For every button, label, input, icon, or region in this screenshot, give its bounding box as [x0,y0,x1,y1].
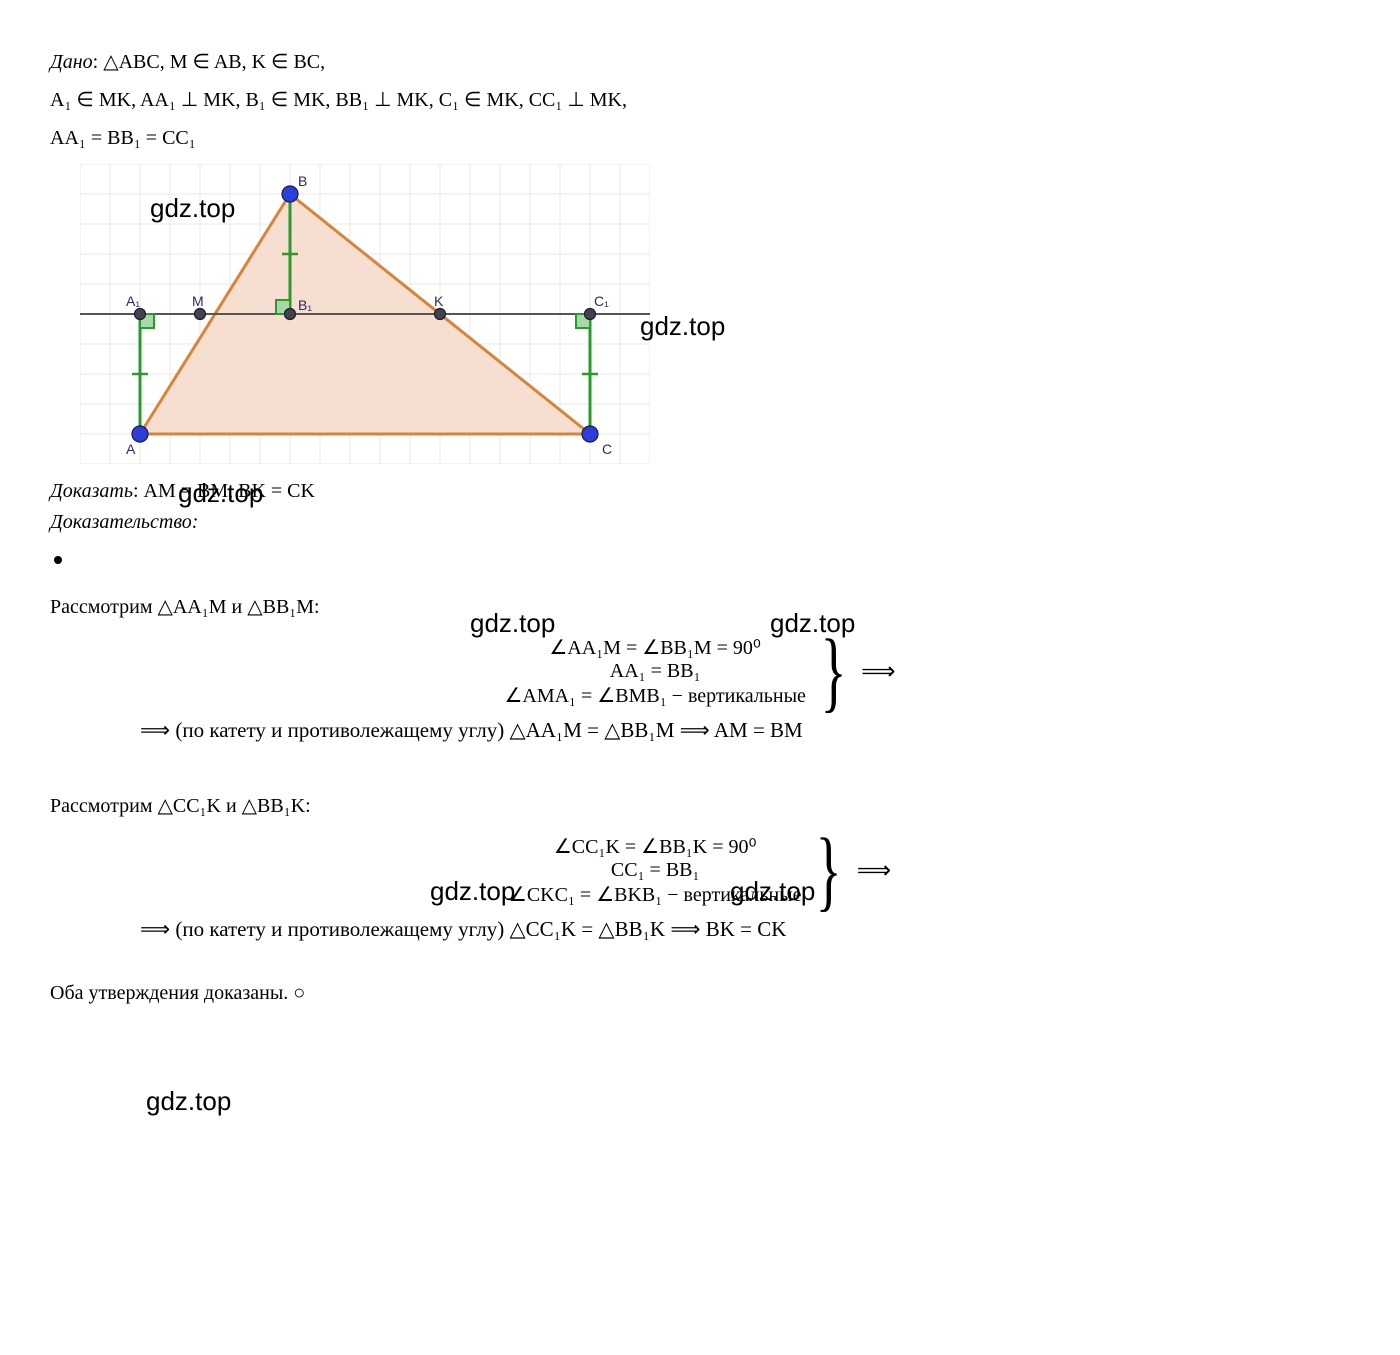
eq-2-3: ∠CKC₁ = ∠BKB₁ − вертикальные [509,882,802,907]
svg-text:B: B [298,173,307,189]
given-line-1: Дано: △ABC, M ∈ AB, K ∈ BC, [50,46,1350,78]
svg-text:C: C [602,441,612,457]
svg-text:C₁: C₁ [594,293,609,309]
given-label: Дано [50,51,93,73]
given-text-2: A₁ ∈ MK, AA₁ ⊥ MK, B₁ ∈ MK, BB₁ ⊥ MK, C₁… [50,89,627,111]
implies-icon: ⟹ [857,856,891,885]
consider-1: Рассмотрим △AA₁M и △BB₁M: [50,594,1350,619]
given-text-3: AA₁ = BB₁ = CC₁ [50,127,196,149]
geometry-figure: A B C A₁ M B₁ K C₁ [80,164,1350,470]
bullet-icon [54,556,62,564]
equation-group-2: ∠CC₁K = ∠BB₁K = 90⁰ CC₁ = BB₁ ∠CKC₁ = ∠B… [50,830,1350,911]
proof-block-2: ∠CC₁K = ∠BB₁K = 90⁰ CC₁ = BB₁ ∠CKC₁ = ∠B… [50,830,1350,942]
svg-text:K: K [434,293,444,309]
brace-icon: } [821,631,847,712]
prove-label: Доказать [50,480,133,502]
equation-group-1: ∠AA₁M = ∠BB₁M = 90⁰ AA₁ = BB₁ ∠AMA₁ = ∠B… [50,631,1350,712]
prove-line: Доказать: AM = BM, BK = CK [50,480,1350,503]
eq-2-1: ∠CC₁K = ∠BB₁K = 90⁰ [509,834,802,859]
prove-text: : AM = BM, BK = CK [133,480,315,502]
svg-text:A: A [126,441,136,457]
eq-1-3: ∠AMA₁ = ∠BMB₁ − вертикальные [504,683,805,708]
conclusion-2: ⟹ (по катету и противолежащему углу) △CC… [140,917,1350,942]
proof-block-1: ∠AA₁M = ∠BB₁M = 90⁰ AA₁ = BB₁ ∠AMA₁ = ∠B… [50,631,1350,743]
given-line-3: AA₁ = BB₁ = CC₁ [50,122,1350,154]
proof-label: Доказательство: [50,511,1350,534]
implies-icon: ⟹ [861,657,895,686]
given-line-2: A₁ ∈ MK, AA₁ ⊥ MK, B₁ ∈ MK, BB₁ ⊥ MK, C₁… [50,84,1350,116]
eq-2-2: CC₁ = BB₁ [509,859,802,882]
svg-text:M: M [192,293,204,309]
consider-2: Рассмотрим △CC₁K и △BB₁K: [50,793,1350,818]
watermark: gdz.top [146,1086,231,1117]
brace-icon: } [816,830,842,911]
figure-svg: A B C A₁ M B₁ K C₁ [80,164,650,464]
given-text-1: : △ABC, M ∈ AB, K ∈ BC, [93,51,326,73]
eq-1-2: AA₁ = BB₁ [504,660,805,683]
conclusion-1: ⟹ (по катету и противолежащему углу) △AA… [140,718,1350,743]
svg-text:A₁: A₁ [126,293,140,309]
svg-text:B₁: B₁ [298,297,312,313]
qed-line: Оба утверждения доказаны. ○ [50,982,1350,1005]
eq-1-1: ∠AA₁M = ∠BB₁M = 90⁰ [504,635,805,660]
